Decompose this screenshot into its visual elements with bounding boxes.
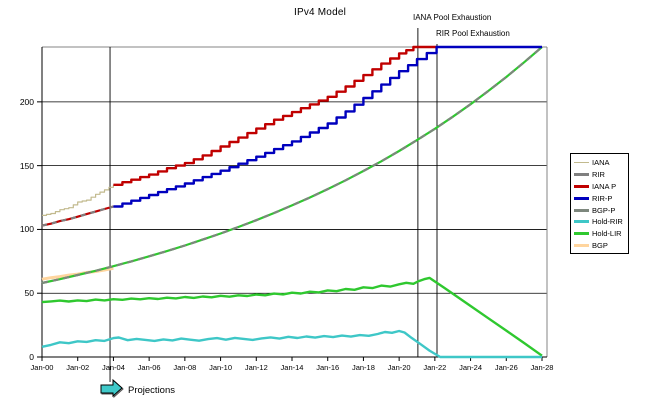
legend-item-bgp-p: BGP-P (571, 204, 628, 216)
annotation-iana-pool-exhaustion: IANA Pool Exhaustion (413, 13, 492, 22)
x-axis-label-jan-02: Jan-02 (66, 363, 90, 372)
legend-items: IANA RIR IANA P RIR-P BGP-P Hold-RIR Hold-LIR B… (571, 157, 628, 251)
legend-item-bgp: BGP (571, 240, 628, 252)
chart-title: IPv4 Model (293, 7, 347, 18)
legend-label: RIR (592, 170, 605, 180)
legend-item-rir: RIR (571, 169, 628, 181)
series-iana (42, 184, 115, 216)
projections-arrow-icon (100, 378, 124, 398)
x-axis-label-jan-28: Jan-28 (530, 363, 554, 372)
x-axis-label-jan-08: Jan-08 (173, 363, 197, 372)
series-hold-lir (41, 276, 543, 357)
annotation-rir-pool-exhaustion: RIR Pool Exhaustion (436, 29, 510, 38)
legend-swatch-icon (574, 220, 589, 224)
legend-label: IANA P (592, 181, 617, 191)
legend-swatch-icon (574, 208, 589, 212)
legend-swatch-icon (574, 184, 589, 188)
y-axis-label-200: 200 (19, 96, 34, 107)
legend-label: BGP (592, 240, 608, 250)
y-axis-label-50: 50 (24, 288, 34, 299)
legend-label: Hold-RIR (592, 217, 623, 227)
legend-label: BGP-P (592, 205, 616, 215)
series-iana-p (113, 45, 437, 187)
legend-label: Hold-LIR (592, 229, 622, 239)
legend-label: RIR-P (592, 193, 613, 203)
legend-swatch-icon (574, 243, 589, 247)
series-bgp-p (41, 46, 543, 285)
legend-label: IANA (592, 158, 610, 168)
x-axis-label-jan-26: Jan-26 (494, 363, 518, 372)
series-rir-p (113, 45, 542, 208)
legend-swatch-icon (574, 173, 589, 177)
x-axis-label-jan-20: Jan-20 (387, 363, 411, 372)
legend: IANA RIR IANA P RIR-P BGP-P Hold-RIR Hold-LIR B… (570, 153, 629, 254)
x-axis-label-jan-10: Jan-10 (209, 363, 233, 372)
legend-item-hold-rir: Hold-RIR (571, 216, 628, 228)
annotation-projections: Projections (128, 385, 175, 396)
x-axis-label-jan-24: Jan-24 (459, 363, 483, 372)
legend-swatch-icon (574, 162, 589, 164)
x-axis-label-jan-22: Jan-22 (423, 363, 447, 372)
arrow-shape (100, 378, 123, 398)
x-axis-label-jan-18: Jan-18 (351, 363, 375, 372)
y-axis-label-100: 100 (19, 224, 34, 235)
y-axis-label-150: 150 (19, 160, 34, 171)
series-rir (41, 205, 114, 227)
series-hold-rir (41, 329, 542, 359)
series-bgp-p-overlay (41, 46, 543, 285)
legend-item-hold-lir: Hold-LIR (571, 228, 628, 240)
x-axis-label-jan-16: Jan-16 (316, 363, 340, 372)
x-axis-label-jan-06: Jan-06 (137, 363, 161, 372)
legend-item-iana: IANA (571, 157, 628, 169)
x-axis-label-jan-12: Jan-12 (244, 363, 268, 372)
x-axis-label-jan-00: Jan-00 (30, 363, 54, 372)
legend-swatch-icon (574, 232, 589, 236)
legend-swatch-icon (574, 196, 589, 200)
x-axis-label-jan-14: Jan-14 (280, 363, 304, 372)
legend-item-iana-p: IANA P (571, 181, 628, 193)
y-axis-label-0: 0 (29, 352, 34, 362)
x-axis-label-jan-04: Jan-04 (101, 363, 125, 372)
legend-item-rir-p: RIR-P (571, 192, 628, 204)
